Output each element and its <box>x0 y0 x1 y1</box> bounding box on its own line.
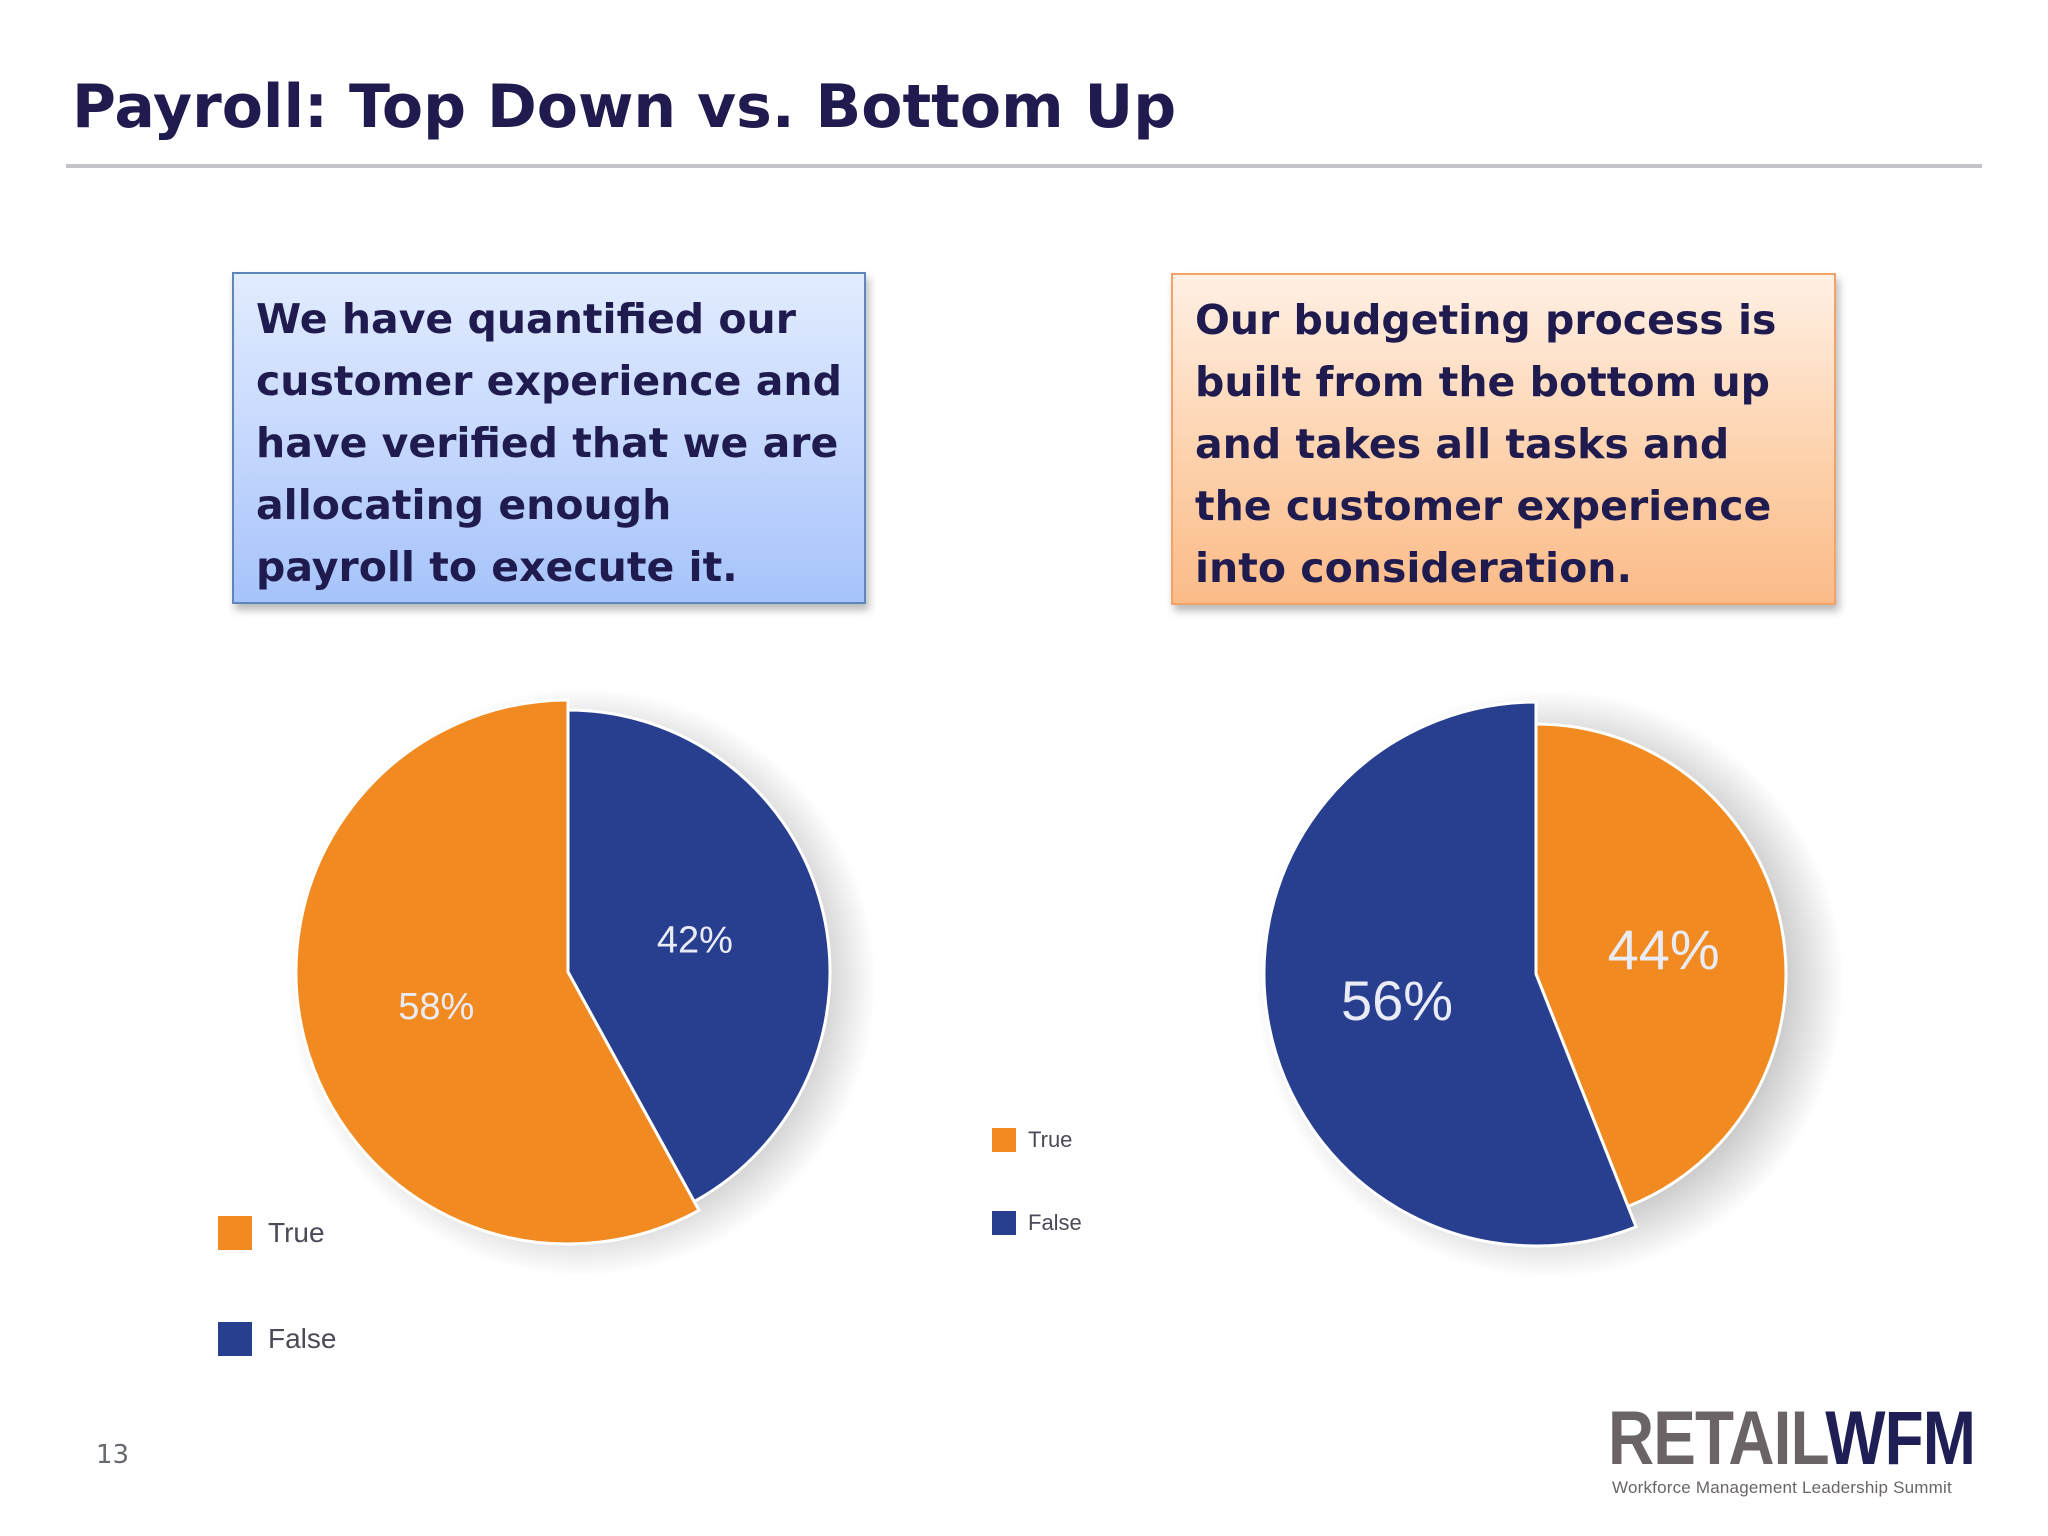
pie-chart-top-down: 42% 58% <box>288 688 876 1276</box>
pie-slice-true <box>1534 722 1788 1209</box>
pie-label-true: 58% <box>398 986 474 1028</box>
legend-item-false-2: False <box>992 1210 1082 1236</box>
legend-swatch-true <box>218 1216 252 1250</box>
legend-label-false: False <box>268 1323 337 1354</box>
legend-item-true-2: True <box>992 1127 1072 1153</box>
pie-chart-bottom-up: 44% 56% <box>1256 690 1844 1278</box>
legend-label-true: True <box>268 1217 325 1248</box>
pie-label-false: 42% <box>657 920 733 962</box>
legend-swatch-true-2 <box>992 1128 1016 1152</box>
callout-bottom-up: Our budgeting process is built from the … <box>1171 273 1836 605</box>
retail-wfm-logo: RETAILWFM Workforce Management Leadershi… <box>1608 1396 1984 1498</box>
legend-item-false: False <box>218 1322 336 1356</box>
page-number: 13 <box>96 1440 130 1470</box>
pie-slice-false <box>566 708 832 1204</box>
logo-wordmark: RETAILWFM <box>1608 1394 1976 1484</box>
pie-slice-false <box>1262 700 1639 1248</box>
legend-swatch-false <box>218 1322 252 1356</box>
pie-slice-true <box>294 698 702 1246</box>
title-divider <box>66 164 1982 168</box>
pie-label-false: 56% <box>1341 969 1453 1032</box>
legend-label-true-2: True <box>1028 1127 1073 1152</box>
legend-item-true: True <box>218 1216 325 1250</box>
logo-word-wfm: WFM <box>1825 1396 1976 1481</box>
legend-label-false-2: False <box>1028 1210 1082 1235</box>
logo-word-retail: RETAIL <box>1608 1396 1826 1481</box>
logo-subtitle: Workforce Management Leadership Summit <box>1612 1478 1952 1497</box>
pie-label-true: 44% <box>1608 918 1720 981</box>
slide-title: Payroll: Top Down vs. Bottom Up <box>72 72 1177 142</box>
legend-swatch-false-2 <box>992 1211 1016 1235</box>
callout-top-down: We have quantified our customer experien… <box>232 272 866 604</box>
